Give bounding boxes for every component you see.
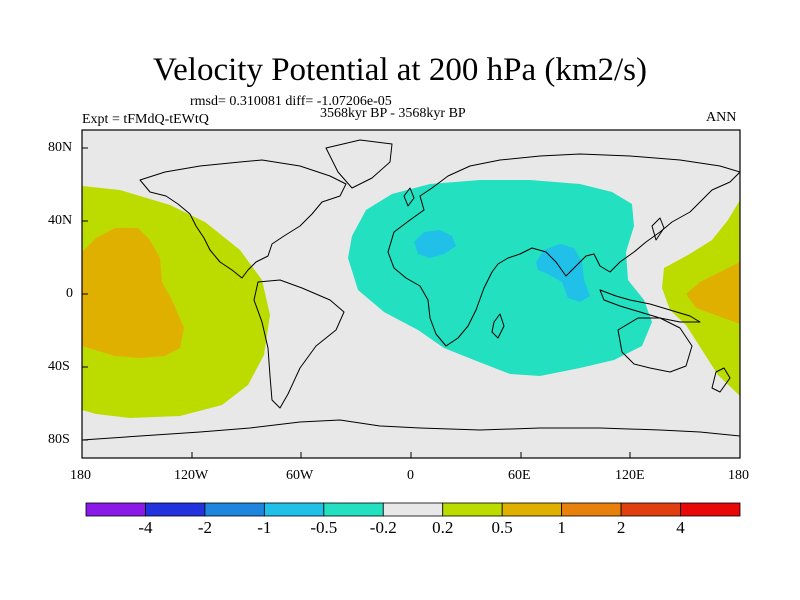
- stats-label: rmsd= 0.310081 diff= -1.07206e-05: [190, 94, 392, 109]
- lat-label-0: 0: [66, 286, 73, 301]
- lon-label-120w: 120W: [174, 468, 209, 483]
- colorbar-label: 0.2: [432, 518, 454, 537]
- lat-label-80n: 80N: [48, 140, 73, 155]
- colorbar: [85, 502, 741, 517]
- lon-label-60w: 60W: [286, 468, 314, 483]
- lat-tick-marks: [82, 147, 88, 441]
- lon-label-120e: 120E: [615, 468, 645, 483]
- colorbar-label: 1: [557, 518, 566, 537]
- coastline-north-america: [139, 159, 347, 279]
- lon-tick-marks: [81, 452, 741, 458]
- colorbar-label: -1: [257, 518, 272, 537]
- season-label: ANN: [706, 110, 737, 125]
- coastline-australia: [617, 317, 693, 373]
- contour-sahara-min: [414, 230, 456, 258]
- colorbar-label: -0.2: [369, 518, 397, 537]
- lon-label-0: 0: [407, 468, 414, 483]
- contour-central-pacific-core: [82, 228, 184, 358]
- coastline-uk: [403, 187, 415, 207]
- colorbar-label: 4: [676, 518, 685, 537]
- plot-title: Velocity Potential at 200 hPa (km2/s): [152, 52, 648, 88]
- colorbar-swatch: [323, 502, 384, 517]
- contour-africa-indian-negative: [348, 180, 652, 376]
- colorbar-swatch: [561, 502, 622, 517]
- colorbar-swatch: [382, 502, 444, 517]
- coastlines: [82, 139, 740, 441]
- coastline-eurasia-africa: [387, 153, 740, 347]
- colorbar-swatch: [680, 502, 741, 517]
- time-range-label: 3568kyr BP - 3568kyr BP: [320, 106, 466, 121]
- colorbar-swatch: [145, 502, 206, 517]
- colorbar-swatch: [85, 502, 146, 517]
- experiment-label: Expt = tFMdQ-tEWtQ: [82, 112, 209, 127]
- colorbar-label: -4: [138, 518, 153, 537]
- lat-label-80s: 80S: [48, 432, 70, 447]
- lon-label-60e: 60E: [508, 468, 531, 483]
- lon-label-180w: 180: [70, 468, 91, 483]
- coastline-madagascar: [491, 313, 505, 339]
- colorbar-swatch: [442, 502, 503, 517]
- contour-india-min: [536, 244, 590, 302]
- coastline-antarctica: [82, 419, 740, 441]
- colorbar-swatch: [263, 502, 325, 517]
- lat-label-40s: 40S: [48, 359, 70, 374]
- contour-west-pacific-core: [686, 262, 740, 324]
- lat-label-40n: 40N: [48, 213, 73, 228]
- colorbar-label: -0.5: [310, 518, 338, 537]
- coastline-south-america: [253, 279, 345, 409]
- coastline-new-zealand: [711, 367, 731, 393]
- coastline-japan: [651, 217, 665, 241]
- lon-label-180e: 180: [728, 468, 749, 483]
- colorbar-label: 0.5: [491, 518, 513, 537]
- contour-fills: [82, 180, 740, 418]
- colorbar-label: 2: [616, 518, 626, 537]
- colorbar-swatch: [620, 502, 681, 517]
- colorbar-label: -2: [197, 518, 212, 537]
- coastline-greenland: [325, 139, 393, 189]
- colorbar-swatch: [204, 502, 265, 517]
- coastline-maritime-continent: [599, 289, 701, 323]
- colorbar-swatch: [501, 502, 563, 517]
